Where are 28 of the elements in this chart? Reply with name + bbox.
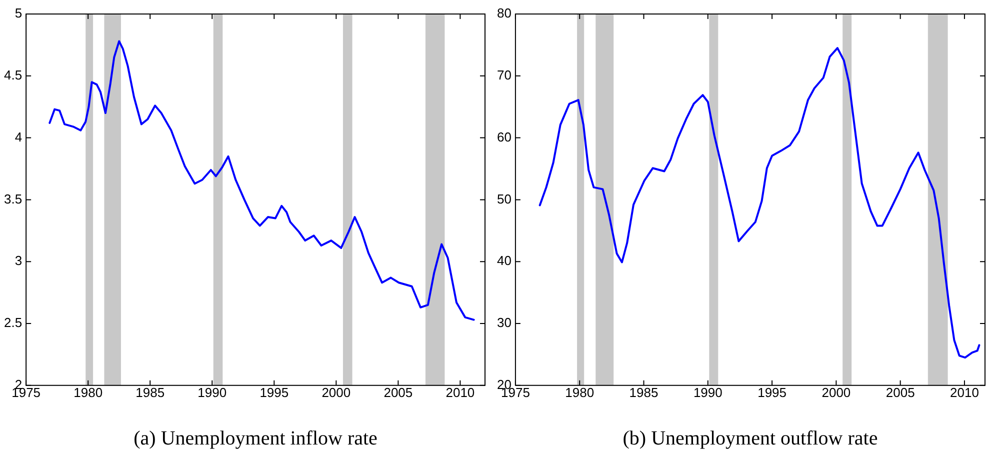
x-tick-label: 2010 bbox=[950, 384, 979, 400]
x-tick-label: 1985 bbox=[629, 384, 658, 400]
x-tick-label: 2000 bbox=[822, 384, 851, 400]
x-tick-label: 2010 bbox=[446, 384, 475, 400]
y-tick-label: 40 bbox=[496, 253, 512, 268]
y-tick-label: 70 bbox=[496, 67, 512, 82]
x-tick-label: 2005 bbox=[886, 384, 915, 400]
x-tick-label: 1995 bbox=[758, 384, 786, 400]
x-axis-title: (a) Unemployment inflow rate bbox=[134, 427, 378, 450]
x-tick-label: 2005 bbox=[384, 384, 413, 400]
x-tick-label: 1990 bbox=[198, 384, 227, 400]
x-tick-label: 1995 bbox=[260, 384, 289, 400]
x-axis-title: (b) Unemployment outflow rate bbox=[622, 427, 878, 450]
y-tick-label: 4.5 bbox=[4, 67, 22, 82]
y-tick-label: 2.5 bbox=[4, 315, 22, 330]
x-tick-label: 1985 bbox=[136, 384, 165, 400]
y-tick-label: 80 bbox=[496, 6, 512, 21]
y-tick-label: 3 bbox=[14, 253, 22, 268]
y-tick-label: 4 bbox=[14, 129, 22, 144]
y-tick-label: 5 bbox=[14, 6, 22, 21]
x-tick-label: 1980 bbox=[565, 384, 594, 400]
y-tick-label: 50 bbox=[496, 191, 512, 206]
y-tick-label: 3.5 bbox=[4, 191, 22, 206]
x-tick-label: 1980 bbox=[74, 384, 103, 400]
x-tick-label: 1990 bbox=[693, 384, 722, 400]
y-tick-label: 30 bbox=[496, 315, 512, 330]
y-tick-label: 60 bbox=[496, 129, 512, 144]
x-tick-label: 2000 bbox=[322, 384, 351, 400]
